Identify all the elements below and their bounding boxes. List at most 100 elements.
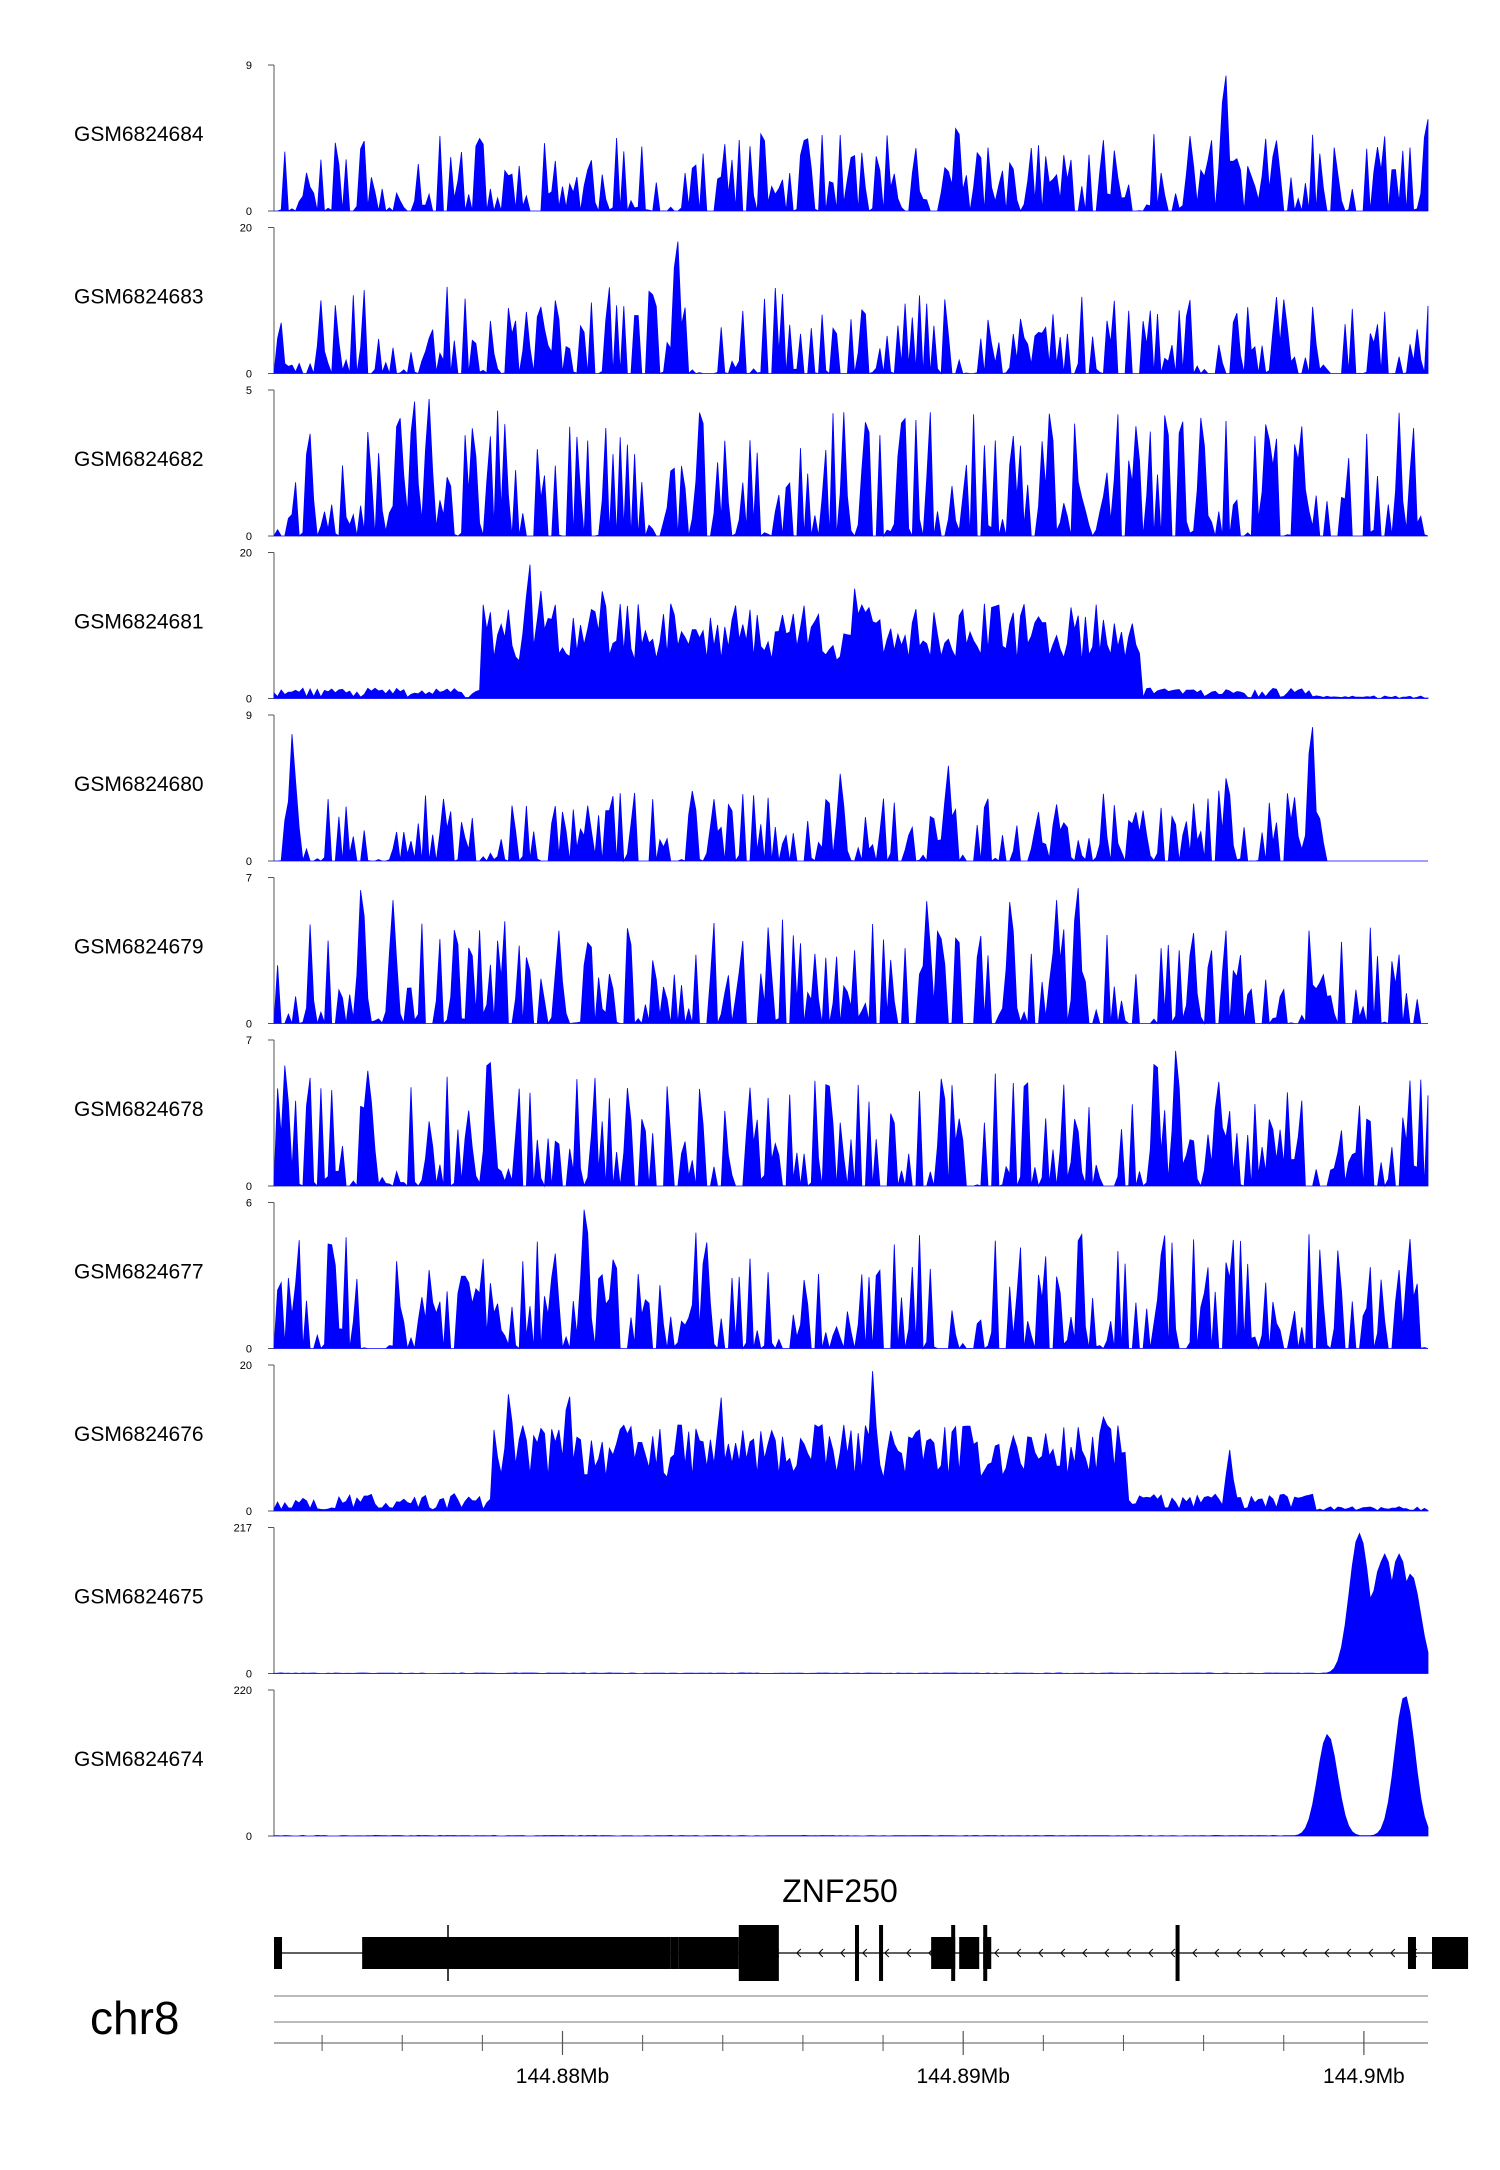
- gene-exon: [1432, 1937, 1469, 1969]
- y-min-label: 0: [246, 856, 252, 868]
- track-GSM6824678: GSM6824678 7 0: [74, 1035, 1429, 1193]
- strand-arrow: [818, 1948, 824, 1958]
- signal-area: [273, 241, 1429, 375]
- gene-exon-marker: [879, 1925, 884, 1981]
- y-max-label: 20: [240, 548, 252, 560]
- strand-arrow: [1082, 1948, 1088, 1958]
- strand-arrow: [1126, 1948, 1132, 1958]
- y-max-label: 220: [234, 1685, 252, 1697]
- signal-area: [274, 75, 1429, 213]
- strand-arrow: [862, 1948, 868, 1958]
- signal-area: [273, 1371, 1429, 1512]
- x-tick-label: 144.88Mb: [516, 2065, 609, 2088]
- signal-tracks: GSM682468490GSM6824683200GSM682468250GSM…: [74, 60, 1429, 1843]
- signal-area: [273, 1696, 1429, 1837]
- gene-exon: [670, 1937, 679, 1969]
- strand-arrow: [1214, 1948, 1220, 1958]
- track-GSM6824676: GSM6824676 20 0: [74, 1360, 1429, 1518]
- gene-exon: [983, 1937, 992, 1969]
- track-GSM6824682: GSM6824682 5 0: [74, 385, 1429, 543]
- gene-exon-marker: [855, 1925, 860, 1981]
- x-tick-label: 144.89Mb: [916, 2065, 1009, 2088]
- track-GSM6824674: GSM6824674 220 0: [74, 1685, 1429, 1843]
- strand-arrow: [1368, 1948, 1374, 1958]
- y-min-label: 0: [246, 1506, 252, 1518]
- gene-exon: [959, 1937, 980, 1969]
- genome-axis: chr8 144.88Mb 144.89Mb 144.9Mb: [90, 1992, 1428, 2088]
- track-label: GSM6824676: [74, 1423, 204, 1446]
- y-min-label: 0: [246, 1019, 252, 1031]
- track-GSM6824681: GSM6824681 20 0: [74, 548, 1429, 706]
- strand-arrow: [1192, 1948, 1198, 1958]
- y-min-label: 0: [246, 369, 252, 381]
- strand-arrow: [884, 1948, 890, 1958]
- strand-arrow: [840, 1948, 846, 1958]
- track-label: GSM6824678: [74, 1098, 204, 1121]
- gene-exon-marker: [1175, 1925, 1180, 1981]
- y-min-label: 0: [246, 1831, 252, 1843]
- track-GSM6824677: GSM6824677 6 0: [74, 1198, 1429, 1356]
- strand-arrow: [796, 1948, 802, 1958]
- strand-arrow: [1016, 1948, 1022, 1958]
- y-max-label: 5: [246, 385, 252, 397]
- strand-arrow: [906, 1948, 912, 1958]
- y-min-label: 0: [246, 694, 252, 706]
- track-label: GSM6824674: [74, 1748, 204, 1771]
- y-min-label: 0: [246, 531, 252, 543]
- y-min-label: 0: [246, 1344, 252, 1356]
- signal-area: [273, 564, 1429, 699]
- strand-arrow: [1170, 1948, 1176, 1958]
- track-GSM6824680: GSM6824680 9 0: [74, 710, 1428, 868]
- strand-arrow: [1324, 1948, 1330, 1958]
- track-label: GSM6824682: [74, 448, 204, 471]
- gene-name-label: ZNF250: [782, 1873, 898, 1909]
- strand-arrow: [1148, 1948, 1154, 1958]
- gene-annotation-track: ZNF250: [274, 1873, 1469, 1981]
- y-max-label: 217: [234, 1523, 252, 1535]
- strand-arrow: [1038, 1948, 1044, 1958]
- y-min-label: 0: [246, 206, 252, 218]
- signal-area: [273, 1050, 1429, 1188]
- signal-area: [273, 888, 1428, 1025]
- signal-area: [273, 1209, 1429, 1350]
- y-max-label: 6: [246, 1198, 252, 1210]
- y-max-label: 20: [240, 223, 252, 235]
- y-min-label: 0: [246, 1669, 252, 1681]
- strand-arrow: [1060, 1948, 1066, 1958]
- gene-exon: [1407, 1937, 1416, 1969]
- track-label: GSM6824684: [74, 123, 204, 146]
- y-max-label: 9: [246, 60, 252, 72]
- strand-arrow: [1236, 1948, 1242, 1958]
- track-label: GSM6824675: [74, 1585, 204, 1608]
- track-GSM6824679: GSM6824679 7 0: [74, 873, 1428, 1031]
- strand-arrow: [1258, 1948, 1264, 1958]
- gene-exon: [274, 1937, 283, 1969]
- track-label: GSM6824681: [74, 610, 204, 633]
- track-GSM6824675: GSM6824675 217 0: [74, 1523, 1429, 1681]
- y-max-label: 7: [246, 1035, 252, 1047]
- track-label: GSM6824679: [74, 935, 204, 958]
- strand-arrow: [1280, 1948, 1286, 1958]
- signal-area: [273, 1532, 1429, 1674]
- strand-arrow: [1302, 1948, 1308, 1958]
- y-max-label: 9: [246, 710, 252, 722]
- track-GSM6824683: GSM6824683 20 0: [74, 223, 1429, 381]
- signal-area: [273, 398, 1429, 538]
- track-label: GSM6824677: [74, 1260, 204, 1283]
- strand-arrow: [1346, 1948, 1352, 1958]
- y-max-label: 7: [246, 873, 252, 885]
- gene-exon-marker: [951, 1925, 956, 1981]
- gene-exon: [678, 1937, 739, 1969]
- strand-arrow: [994, 1948, 1000, 1958]
- strand-arrow: [1104, 1948, 1110, 1958]
- gene-exon-tall: [738, 1925, 779, 1981]
- gene-exon-marker: [983, 1925, 988, 1981]
- signal-area: [274, 727, 1428, 863]
- track-label: GSM6824683: [74, 285, 204, 308]
- x-tick-label: 144.9Mb: [1323, 2065, 1405, 2088]
- gene-exon: [362, 1937, 671, 1969]
- y-max-label: 20: [240, 1360, 252, 1372]
- chromosome-label: chr8: [90, 1992, 179, 2044]
- strand-arrow: [1390, 1948, 1396, 1958]
